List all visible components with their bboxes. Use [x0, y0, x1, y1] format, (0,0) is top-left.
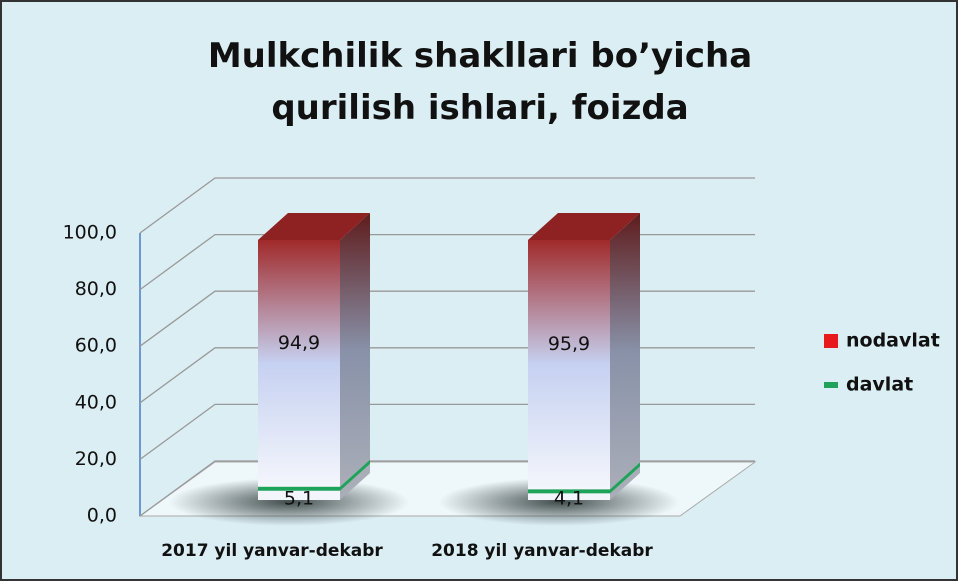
data-label: 4,1: [554, 488, 584, 510]
bar-face: [258, 486, 340, 491]
bar-face: [340, 459, 370, 491]
legend-swatch: [824, 382, 838, 388]
bar: [528, 213, 640, 490]
bar-face: [528, 489, 610, 500]
bar-face: [258, 213, 370, 240]
chart-title: Mulkchilik shakllari bo’yicha qurilish i…: [207, 36, 753, 128]
x-tick-label: 2017 yil yanvar-dekabr: [161, 541, 383, 561]
data-label: 95,9: [548, 333, 590, 355]
title-box: Mulkchilik shakllari bo’yicha qurilish i…: [207, 36, 753, 128]
legend-swatch: [824, 334, 838, 348]
y-tick-label: 40,0: [75, 391, 117, 413]
grid-line: [139, 177, 755, 234]
y-tick-label: 60,0: [75, 335, 117, 357]
y-tick-label: 20,0: [75, 448, 117, 470]
y-tick-label: 0,0: [87, 505, 117, 527]
bar-face: [528, 240, 610, 490]
y-tick-label: 80,0: [75, 278, 117, 300]
bar-face: [528, 489, 610, 494]
data-label: 5,1: [284, 488, 314, 510]
bar-face: [610, 462, 640, 494]
data-label: 94,9: [278, 332, 320, 354]
legend-label: davlat: [846, 374, 913, 396]
bar: [258, 213, 370, 487]
bar-face: [610, 213, 640, 490]
bar-face: [258, 240, 340, 487]
bar-face: [340, 213, 370, 487]
y-tick-label: 100,0: [63, 222, 117, 244]
bar-face: [528, 213, 640, 240]
legend-label: nodavlat: [846, 330, 940, 352]
x-tick-label: 2018 yil yanvar-dekabr: [431, 541, 653, 561]
